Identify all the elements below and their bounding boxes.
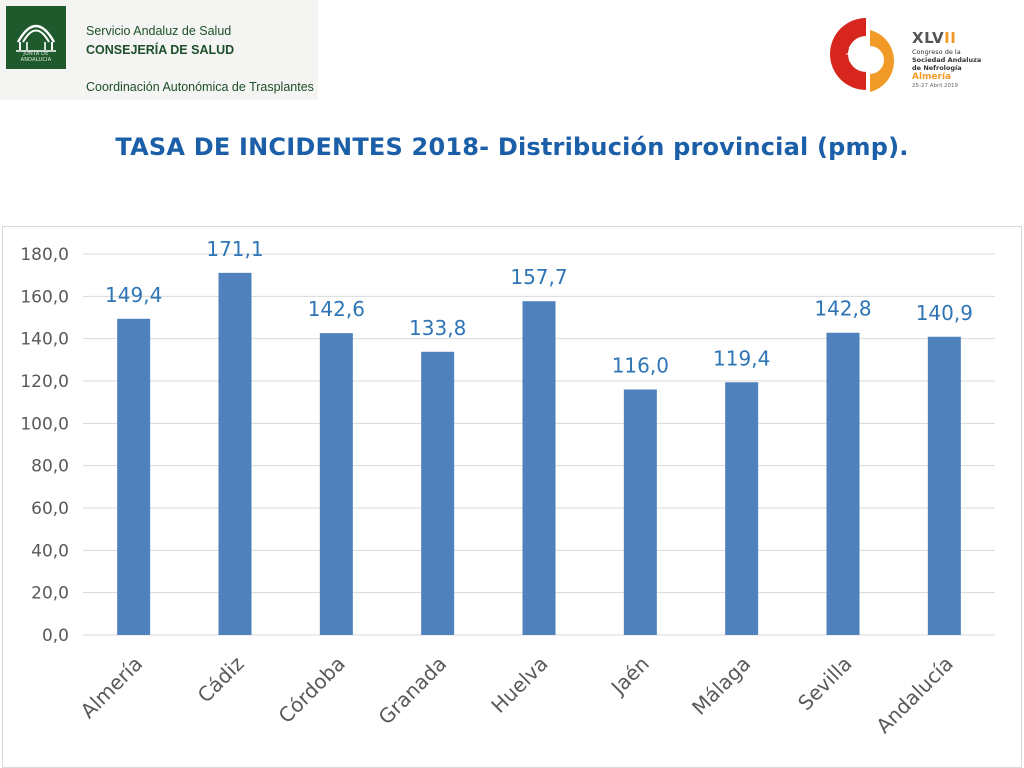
x-tick-label: Huelva [486,652,552,718]
x-tick-label: Sevilla [793,652,856,715]
org-name-line1: Servicio Andaluz de Salud [86,24,232,38]
y-tick-label: 140,0 [20,330,69,350]
data-label: 142,6 [308,297,365,321]
y-tick-label: 20,0 [31,584,69,604]
y-tick-label: 180,0 [20,245,69,265]
header-org-block: JUNTA DE ANDALUCIA Servicio Andaluz de S… [0,0,318,100]
congress-line1: Congreso de la [912,48,961,56]
x-tick-label: Almería [76,652,147,723]
chart-frame: 0,0 20,0 40,0 60,0 80,0 100,0 120,0 140,0 160,0 1… [2,226,1022,768]
data-label: 133,8 [409,316,466,340]
x-tick-label: Andalucía [871,652,958,739]
org-name-line2: CONSEJERÍA DE SALUD [86,43,235,57]
y-tick-label: 100,0 [20,414,69,434]
org-name-line3: Coordinación Autonómica de Trasplantes [86,80,314,94]
x-tick-label: Cádiz [193,652,249,708]
x-tick-label: Granada [374,652,452,730]
junta-andalucia-logo: JUNTA DE ANDALUCIA [6,6,66,69]
bar [421,351,455,635]
bar [218,272,252,635]
x-tick-label: Jaén [605,652,654,701]
bar [725,382,759,635]
bar [117,318,151,635]
data-label: 171,1 [206,237,263,261]
data-label: 157,7 [510,265,567,289]
data-label: 119,4 [713,346,770,370]
bar-chart: 0,0 20,0 40,0 60,0 80,0 100,0 120,0 140,0 160,0 1… [20,237,995,739]
y-tick-label: 60,0 [31,499,69,519]
y-tick-label: 120,0 [20,372,69,392]
data-label: 149,4 [105,283,162,307]
congress-roman-number: XLVII [912,29,957,47]
data-label: 142,8 [814,297,871,321]
y-tick-label: 0,0 [42,626,69,646]
bar [826,332,860,635]
data-label: 140,9 [916,301,973,325]
congress-line2: Sociedad Andaluza [912,56,982,64]
y-tick-label: 80,0 [31,457,69,477]
data-label: 116,0 [612,353,669,377]
slide-title: TASA DE INCIDENTES 2018- Distribución pr… [115,133,909,161]
x-tick-label: Málaga [687,652,755,720]
congress-line3: de Nefrología [912,64,962,72]
congress-logo-icon [830,18,895,92]
junta-arch-icon [16,24,56,52]
congress-city: Almería [912,72,952,82]
congress-dates: 25-27 Abril 2019 [912,83,959,89]
bar [927,336,961,635]
y-tick-label: 160,0 [20,287,69,307]
bar [319,333,353,635]
y-tick-label: 40,0 [31,541,69,561]
bar [522,301,556,635]
x-tick-label: Córdoba [274,652,350,728]
bar [623,389,657,635]
